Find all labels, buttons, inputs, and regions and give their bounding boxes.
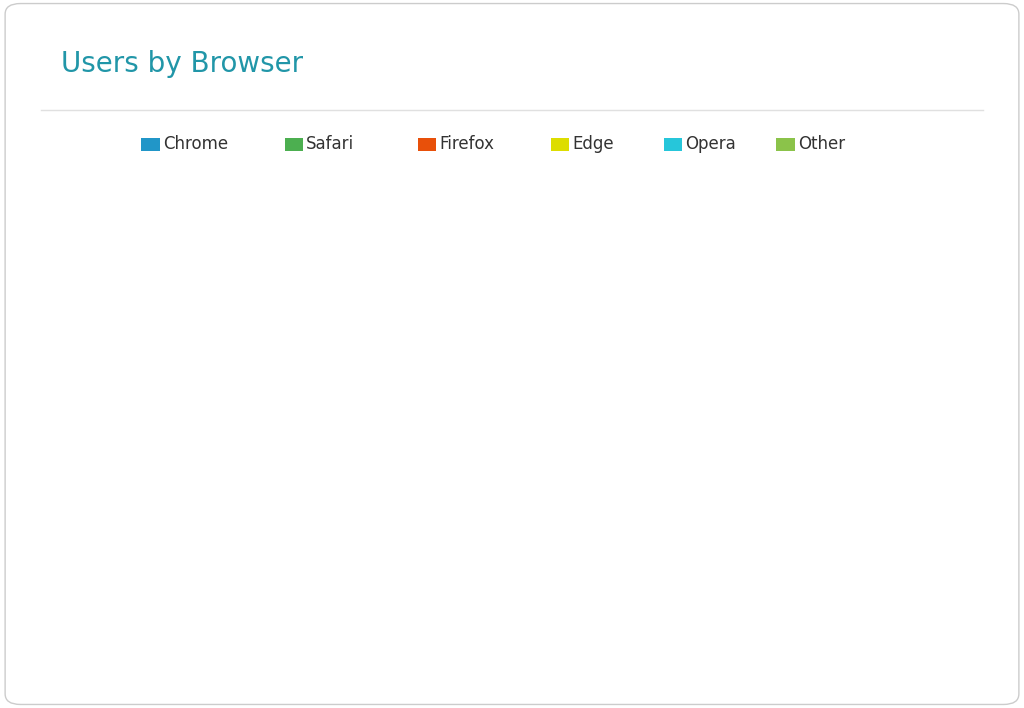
Wedge shape — [74, 239, 459, 624]
Wedge shape — [194, 242, 266, 432]
Text: Opera: Opera — [685, 135, 736, 154]
Bar — [664, 138, 682, 151]
Wedge shape — [673, 242, 758, 432]
Wedge shape — [254, 239, 266, 432]
Text: 13.4%: 13.4% — [605, 440, 663, 457]
Wedge shape — [738, 239, 758, 432]
Wedge shape — [594, 239, 950, 624]
Text: Users by Browser: Users by Browser — [61, 50, 303, 78]
Text: 9.3%: 9.3% — [165, 326, 210, 343]
Wedge shape — [106, 253, 266, 432]
Text: Other: Other — [798, 135, 845, 154]
Text: 13.1%: 13.1% — [634, 342, 690, 360]
Bar — [551, 138, 569, 151]
Title: IPv6: IPv6 — [737, 165, 778, 184]
Text: 9.4%: 9.4% — [124, 386, 170, 404]
Text: 66.2%: 66.2% — [826, 477, 884, 496]
Text: Chrome: Chrome — [163, 135, 228, 154]
Text: Safari: Safari — [306, 135, 354, 154]
Wedge shape — [573, 259, 758, 432]
Wedge shape — [565, 377, 758, 533]
Bar — [285, 138, 303, 151]
FancyBboxPatch shape — [5, 4, 1019, 704]
Bar — [141, 138, 160, 151]
Bar — [776, 138, 795, 151]
Text: 75.1%: 75.1% — [312, 498, 370, 516]
Wedge shape — [724, 240, 758, 432]
Text: Firefox: Firefox — [439, 135, 495, 154]
Text: Edge: Edge — [572, 135, 614, 154]
Title: IPv4: IPv4 — [246, 165, 287, 184]
Bar — [418, 138, 436, 151]
Wedge shape — [74, 324, 266, 432]
Wedge shape — [234, 240, 266, 432]
